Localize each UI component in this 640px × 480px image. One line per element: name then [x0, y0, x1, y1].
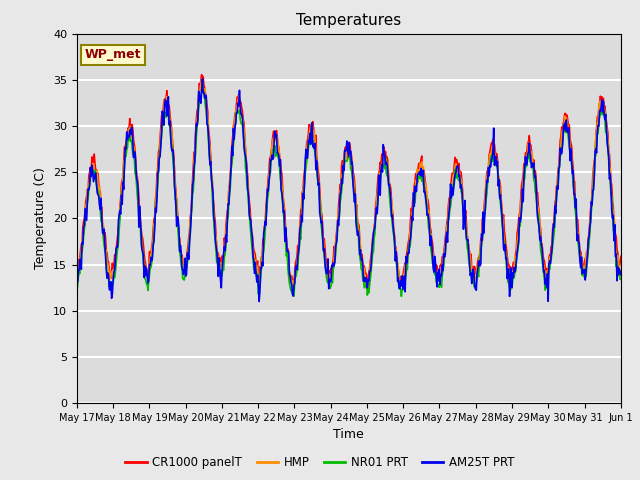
HMP	[139, 249, 147, 254]
CR1000 panelT	[223, 208, 231, 214]
CR1000 panelT	[139, 235, 147, 241]
AM25T PRT	[83, 217, 90, 223]
CR1000 panelT	[198, 72, 205, 77]
NR01 PRT	[83, 207, 90, 213]
HMP	[194, 110, 202, 116]
Y-axis label: Temperature (C): Temperature (C)	[35, 168, 47, 269]
Line: NR01 PRT: NR01 PRT	[77, 83, 621, 296]
HMP	[417, 161, 424, 167]
AM25T PRT	[198, 76, 206, 82]
HMP	[73, 280, 81, 286]
AM25T PRT	[433, 272, 440, 277]
CR1000 panelT	[433, 262, 440, 268]
Line: CR1000 panelT: CR1000 panelT	[77, 74, 621, 290]
HMP	[289, 287, 297, 292]
HMP	[223, 215, 231, 220]
Line: HMP: HMP	[77, 78, 621, 289]
Legend: CR1000 panelT, HMP, NR01 PRT, AM25T PRT: CR1000 panelT, HMP, NR01 PRT, AM25T PRT	[120, 452, 520, 474]
CR1000 panelT	[364, 288, 371, 293]
HMP	[433, 270, 440, 276]
AM25T PRT	[255, 299, 263, 304]
NR01 PRT	[617, 276, 625, 282]
AM25T PRT	[223, 217, 231, 223]
NR01 PRT	[417, 176, 424, 181]
NR01 PRT	[397, 293, 405, 299]
Title: Temperatures: Temperatures	[296, 13, 401, 28]
HMP	[198, 75, 205, 81]
CR1000 panelT	[73, 261, 81, 267]
NR01 PRT	[139, 250, 147, 255]
AM25T PRT	[139, 248, 147, 254]
CR1000 panelT	[194, 106, 202, 111]
Text: WP_met: WP_met	[85, 48, 141, 61]
HMP	[617, 268, 625, 274]
NR01 PRT	[198, 80, 206, 86]
CR1000 panelT	[417, 161, 424, 167]
AM25T PRT	[417, 172, 424, 178]
CR1000 panelT	[617, 253, 625, 259]
HMP	[83, 201, 90, 206]
AM25T PRT	[194, 117, 202, 123]
NR01 PRT	[223, 217, 231, 223]
NR01 PRT	[73, 289, 81, 295]
NR01 PRT	[433, 278, 440, 284]
NR01 PRT	[194, 116, 202, 121]
X-axis label: Time: Time	[333, 429, 364, 442]
AM25T PRT	[73, 270, 81, 276]
Line: AM25T PRT: AM25T PRT	[77, 79, 621, 301]
AM25T PRT	[617, 272, 625, 278]
CR1000 panelT	[83, 193, 90, 199]
